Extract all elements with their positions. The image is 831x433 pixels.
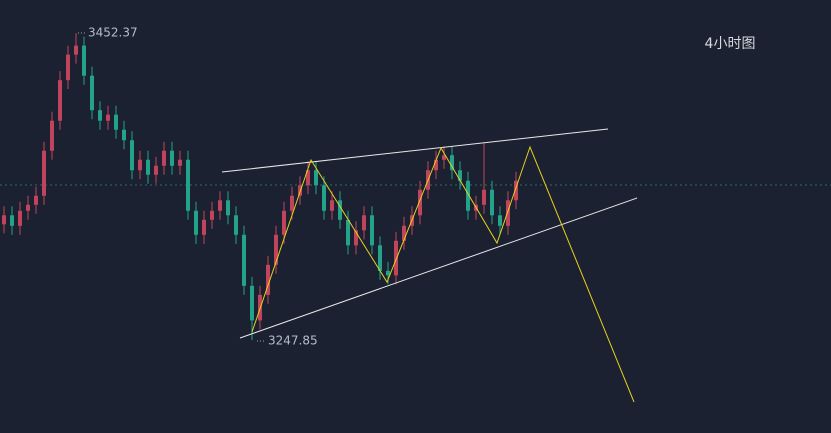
candle-body [218,200,222,211]
candles [2,33,518,341]
low-label: 3247.85 [268,334,318,348]
candle-body [450,155,454,171]
candle-body [114,114,118,130]
candle-body [194,210,198,235]
candle-body [490,189,494,216]
candle-body [242,234,246,286]
candle-body [442,155,446,160]
lower-trend-line [239,197,638,339]
candle-body [18,210,22,226]
candle-body [226,200,230,216]
wave-path [251,145,635,403]
candle-body [290,195,294,211]
candle-body [58,80,62,121]
candle-body [514,180,518,201]
candle-body [378,245,382,271]
candle-body [186,159,190,211]
candle-body [210,210,214,220]
candle-body [106,114,110,121]
upper-trend-line [221,128,609,173]
candle-body [434,159,438,171]
candle-body [306,170,310,186]
candle-body [322,185,326,211]
chart-title: 4小时图 [705,36,756,52]
candle-body [274,234,278,265]
candle-body [282,210,286,235]
candle-body [482,189,486,205]
candle-body [386,270,390,276]
candle-body [34,195,38,205]
candle-body [330,200,334,211]
candle-body [90,75,94,111]
candle-body [122,129,126,141]
candle-body [146,159,150,175]
candle-body [354,230,358,246]
candle-body [98,110,102,121]
candle-body [74,45,78,55]
candle-body [202,219,206,235]
candle-body [82,45,86,76]
candle-body [466,180,470,211]
candle-body [10,215,14,226]
candle-body [498,215,502,226]
candle-body [178,159,182,166]
candle-body [42,150,46,196]
candle-body [418,189,422,216]
candle-body [162,150,166,166]
candle-body [154,165,158,175]
candle-body [266,264,270,295]
candle-body [130,140,134,171]
candle-body [50,120,54,151]
candle-body [170,150,174,166]
candle-body [362,215,366,231]
candle-body [394,240,398,276]
candle-body [402,225,406,241]
candle-body [234,215,238,235]
candle-body [66,54,70,81]
candle-body [458,170,462,181]
candle-body [298,185,302,196]
candle-body [338,200,342,220]
candle-body [138,159,142,171]
candle-body [370,215,374,246]
high-label: 3452.37 [88,26,138,40]
candle-body [250,285,254,321]
candle-body [346,219,350,246]
candle-body [2,215,6,225]
candle-body [26,204,30,211]
candle-body [314,170,318,186]
candle-body [506,200,510,226]
